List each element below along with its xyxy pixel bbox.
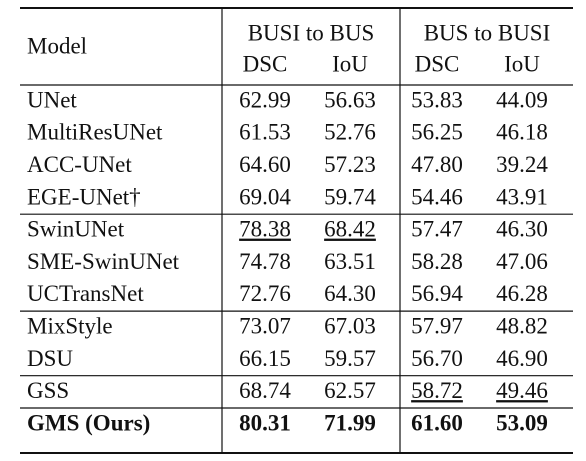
group-header: BUSI to BUS <box>248 20 375 45</box>
group-header: BUS to BUSI <box>424 20 551 45</box>
cell-value: 64.60 <box>239 152 291 177</box>
model-name: MultiResUNet <box>27 120 163 145</box>
cell-value: 57.97 <box>411 314 463 339</box>
cell-value: 57.23 <box>324 152 376 177</box>
cell-value: 58.28 <box>411 249 463 274</box>
model-name: DSU <box>27 346 73 371</box>
cell-value: 52.76 <box>324 120 376 145</box>
cell-value: 59.74 <box>324 184 376 209</box>
model-name: EGE-UNet† <box>27 184 141 209</box>
cell-value: 62.57 <box>324 378 376 403</box>
cell-value: 58.72 <box>411 378 463 403</box>
cell-value: 47.80 <box>411 152 463 177</box>
cell-value: 46.30 <box>496 217 548 242</box>
cell-value: 61.53 <box>239 120 291 145</box>
cell-value: 47.06 <box>496 249 548 274</box>
cell-value: 54.46 <box>411 184 463 209</box>
cell-value: 63.51 <box>324 249 376 274</box>
model-name: UCTransNet <box>27 281 144 306</box>
column-header: DSC <box>243 51 288 76</box>
cell-value: 73.07 <box>239 314 291 339</box>
cell-value: 46.18 <box>496 120 548 145</box>
cell-value: 46.90 <box>496 346 548 371</box>
cell-value: 72.76 <box>239 281 291 306</box>
model-name: SwinUNet <box>27 217 125 242</box>
column-header: IoU <box>504 51 540 76</box>
cell-value: 53.83 <box>411 87 463 112</box>
model-name: SME-SwinUNet <box>27 249 180 274</box>
cell-value: 56.70 <box>411 346 463 371</box>
cell-value: 56.63 <box>324 87 376 112</box>
cell-value: 80.31 <box>239 410 291 435</box>
cell-value: 57.47 <box>411 217 463 242</box>
cell-value: 62.99 <box>239 87 291 112</box>
cell-value: 56.94 <box>411 281 463 306</box>
column-header: DSC <box>415 51 460 76</box>
model-name: GMS (Ours) <box>27 410 150 435</box>
model-header: Model <box>27 33 87 58</box>
cell-value: 43.91 <box>496 184 548 209</box>
cell-value: 78.38 <box>239 217 291 242</box>
model-name: GSS <box>27 378 69 403</box>
cell-value: 68.74 <box>239 378 291 403</box>
cell-value: 59.57 <box>324 346 376 371</box>
cell-value: 56.25 <box>411 120 463 145</box>
cell-value: 67.03 <box>324 314 376 339</box>
cell-value: 61.60 <box>411 410 463 435</box>
cell-value: 44.09 <box>496 87 548 112</box>
cell-value: 74.78 <box>239 249 291 274</box>
model-name: ACC-UNet <box>27 152 132 177</box>
column-header: IoU <box>332 51 368 76</box>
cell-value: 64.30 <box>324 281 376 306</box>
cell-value: 69.04 <box>239 184 291 209</box>
cell-value: 53.09 <box>496 410 548 435</box>
model-name: UNet <box>27 87 77 112</box>
cell-value: 66.15 <box>239 346 291 371</box>
cell-value: 46.28 <box>496 281 548 306</box>
cell-value: 68.42 <box>324 217 376 242</box>
model-name: MixStyle <box>27 314 113 339</box>
cell-value: 71.99 <box>324 410 376 435</box>
cell-value: 39.24 <box>496 152 548 177</box>
cell-value: 49.46 <box>496 378 548 403</box>
cell-value: 48.82 <box>496 314 548 339</box>
